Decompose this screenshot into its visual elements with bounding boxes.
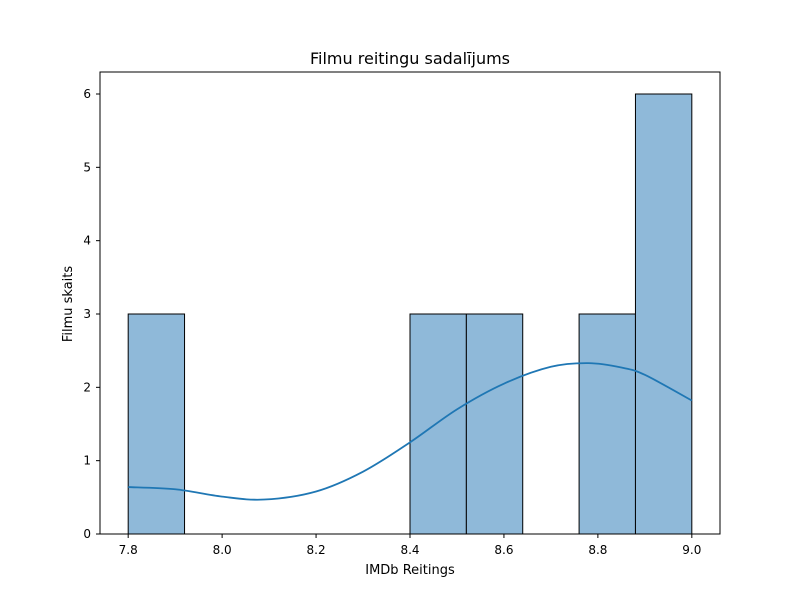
y-tick-label: 3 [83,307,91,321]
histogram-bar [578,313,636,535]
y-tick-label: 0 [83,527,91,541]
histogram-bar [634,93,693,535]
x-axis-ticks: 7.8 8.0 8.2 8.4 8.6 8.8 9.0 [119,534,701,557]
y-tick-label: 2 [83,380,91,394]
histogram-bar [409,313,467,535]
bars-layer [127,93,693,535]
histogram-bar [465,313,524,535]
x-tick-label: 7.8 [119,543,138,557]
x-tick-label: 8.6 [494,543,513,557]
x-axis-label: IMDb Reitings [365,563,455,578]
y-tick-label: 1 [83,454,91,468]
y-tick-label: 4 [83,234,91,248]
kde-line [128,362,693,501]
histogram-bar [127,313,186,535]
x-tick-label: 8.2 [307,543,326,557]
kde-layer [128,362,693,501]
x-tick-label: 8.4 [400,543,419,557]
y-tick-label: 6 [83,87,91,101]
y-axis-ticks: 0 1 2 3 4 5 6 [83,87,100,541]
x-tick-label: 8.0 [213,543,232,557]
x-tick-label: 8.8 [588,543,607,557]
x-tick-label: 9.0 [682,543,701,557]
y-axis-label: Filmu skaits [61,266,76,343]
chart-title: Filmu reitingu sadalījums [310,49,510,68]
y-tick-label: 5 [83,160,91,174]
